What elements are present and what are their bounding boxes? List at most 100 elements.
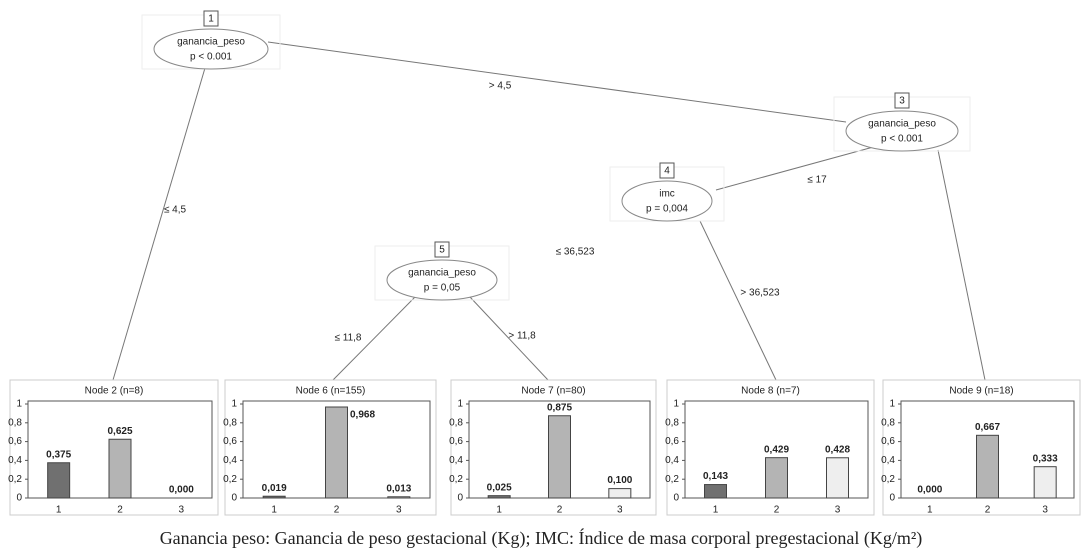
x-tick-label: 1 xyxy=(927,505,933,516)
node-p: p = 0,004 xyxy=(646,204,688,215)
x-tick-label: 2 xyxy=(985,505,991,516)
terminal-title: Node 9 (n=18) xyxy=(949,386,1013,397)
bar xyxy=(325,406,348,499)
y-tick-label: 0,2 xyxy=(449,474,463,485)
y-tick-label: 0,2 xyxy=(665,474,679,485)
node-p: p < 0.001 xyxy=(881,134,923,145)
node xyxy=(153,28,269,70)
node xyxy=(386,259,498,301)
y-tick-label: 0,6 xyxy=(881,436,895,447)
value-label: 0,000 xyxy=(917,485,942,496)
bar xyxy=(47,462,71,499)
value-label: 0,100 xyxy=(607,475,632,486)
value-label: 0,875 xyxy=(547,402,572,413)
edge xyxy=(715,145,878,191)
value-label: 0,968 xyxy=(350,410,375,421)
y-tick-label: 0,2 xyxy=(8,474,22,485)
node xyxy=(621,180,713,222)
y-tick-label: 0,2 xyxy=(223,474,237,485)
y-tick-label: 0,8 xyxy=(8,417,22,428)
edge-label: > 11,8 xyxy=(508,331,536,342)
y-tick-label: 0,8 xyxy=(881,417,895,428)
terminal-title: Node 2 (n=8) xyxy=(85,386,144,397)
node-id: 5 xyxy=(439,245,445,256)
edge xyxy=(267,41,847,123)
edge xyxy=(112,67,206,381)
bar xyxy=(108,438,132,499)
node-variable: imc xyxy=(659,189,675,200)
x-tick-label: 2 xyxy=(557,505,563,516)
x-tick-label: 1 xyxy=(713,505,719,516)
edge-label: > 4,5 xyxy=(489,81,512,92)
bar xyxy=(765,457,788,499)
x-tick-label: 3 xyxy=(1042,505,1048,516)
y-tick-label: 1 xyxy=(16,399,22,410)
edge-label: > 36,523 xyxy=(740,288,780,299)
x-tick-label: 1 xyxy=(271,505,277,516)
y-tick-label: 0,6 xyxy=(665,436,679,447)
y-tick-label: 0,2 xyxy=(881,474,895,485)
edge-label: ≤ 11,8 xyxy=(335,333,362,344)
terminal-title: Node 7 (n=80) xyxy=(521,386,585,397)
y-tick-label: 0,8 xyxy=(665,417,679,428)
node xyxy=(845,110,959,152)
edge xyxy=(332,296,416,381)
y-tick-label: 0,4 xyxy=(223,455,237,466)
value-label: 0,000 xyxy=(169,485,194,496)
node-variable: ganancia_peso xyxy=(868,119,936,130)
y-tick-label: 0 xyxy=(16,493,22,504)
y-tick-label: 0,6 xyxy=(223,436,237,447)
y-tick-label: 0,8 xyxy=(223,417,237,428)
bar xyxy=(976,434,999,499)
y-tick-label: 0 xyxy=(673,493,679,504)
value-label: 0,333 xyxy=(1033,453,1058,464)
y-tick-label: 0,4 xyxy=(881,455,895,466)
node-id-box xyxy=(894,92,910,109)
bar xyxy=(826,457,849,499)
node-id-box xyxy=(659,162,675,179)
bar xyxy=(487,495,511,499)
x-tick-label: 2 xyxy=(334,505,340,516)
y-tick-label: 0 xyxy=(457,493,463,504)
edge-label: ≤ 4,5 xyxy=(164,205,187,216)
x-tick-label: 2 xyxy=(117,505,123,516)
bar xyxy=(262,495,286,499)
y-tick-label: 0,4 xyxy=(665,455,679,466)
x-tick-label: 3 xyxy=(617,505,623,516)
node-p: p < 0.001 xyxy=(190,52,232,63)
x-tick-label: 1 xyxy=(496,505,502,516)
edges xyxy=(112,41,986,381)
value-label: 0,428 xyxy=(825,444,850,455)
value-label: 0,667 xyxy=(975,422,1000,433)
y-tick-label: 0 xyxy=(889,493,895,504)
node-id-box xyxy=(434,241,450,258)
y-tick-label: 0,4 xyxy=(8,455,22,466)
y-tick-label: 0,8 xyxy=(449,417,463,428)
value-label: 0,429 xyxy=(764,444,789,455)
bar xyxy=(1033,466,1057,499)
value-label: 0,375 xyxy=(46,449,71,460)
node-id: 1 xyxy=(208,14,214,25)
value-label: 0,013 xyxy=(386,483,411,494)
y-tick-label: 1 xyxy=(231,399,237,410)
y-tick-label: 0 xyxy=(231,493,237,504)
node-id: 3 xyxy=(899,96,905,107)
bar xyxy=(608,488,632,499)
value-label: 0,019 xyxy=(262,483,287,494)
x-tick-label: 3 xyxy=(835,505,841,516)
x-tick-label: 2 xyxy=(774,505,780,516)
edge-label: ≤ 17 xyxy=(807,175,827,186)
value-label: 0,143 xyxy=(703,471,728,482)
node-p: p = 0,05 xyxy=(424,283,461,294)
caption: Ganancia peso: Ganancia de peso gestacio… xyxy=(160,527,923,549)
y-tick-label: 1 xyxy=(457,399,463,410)
y-tick-label: 0,6 xyxy=(8,436,22,447)
x-tick-label: 1 xyxy=(56,505,62,516)
edge xyxy=(937,149,986,381)
x-tick-label: 3 xyxy=(396,505,402,516)
y-tick-label: 0,6 xyxy=(449,436,463,447)
bar xyxy=(548,415,571,499)
edge xyxy=(699,220,777,381)
value-label: 0,625 xyxy=(107,426,132,437)
